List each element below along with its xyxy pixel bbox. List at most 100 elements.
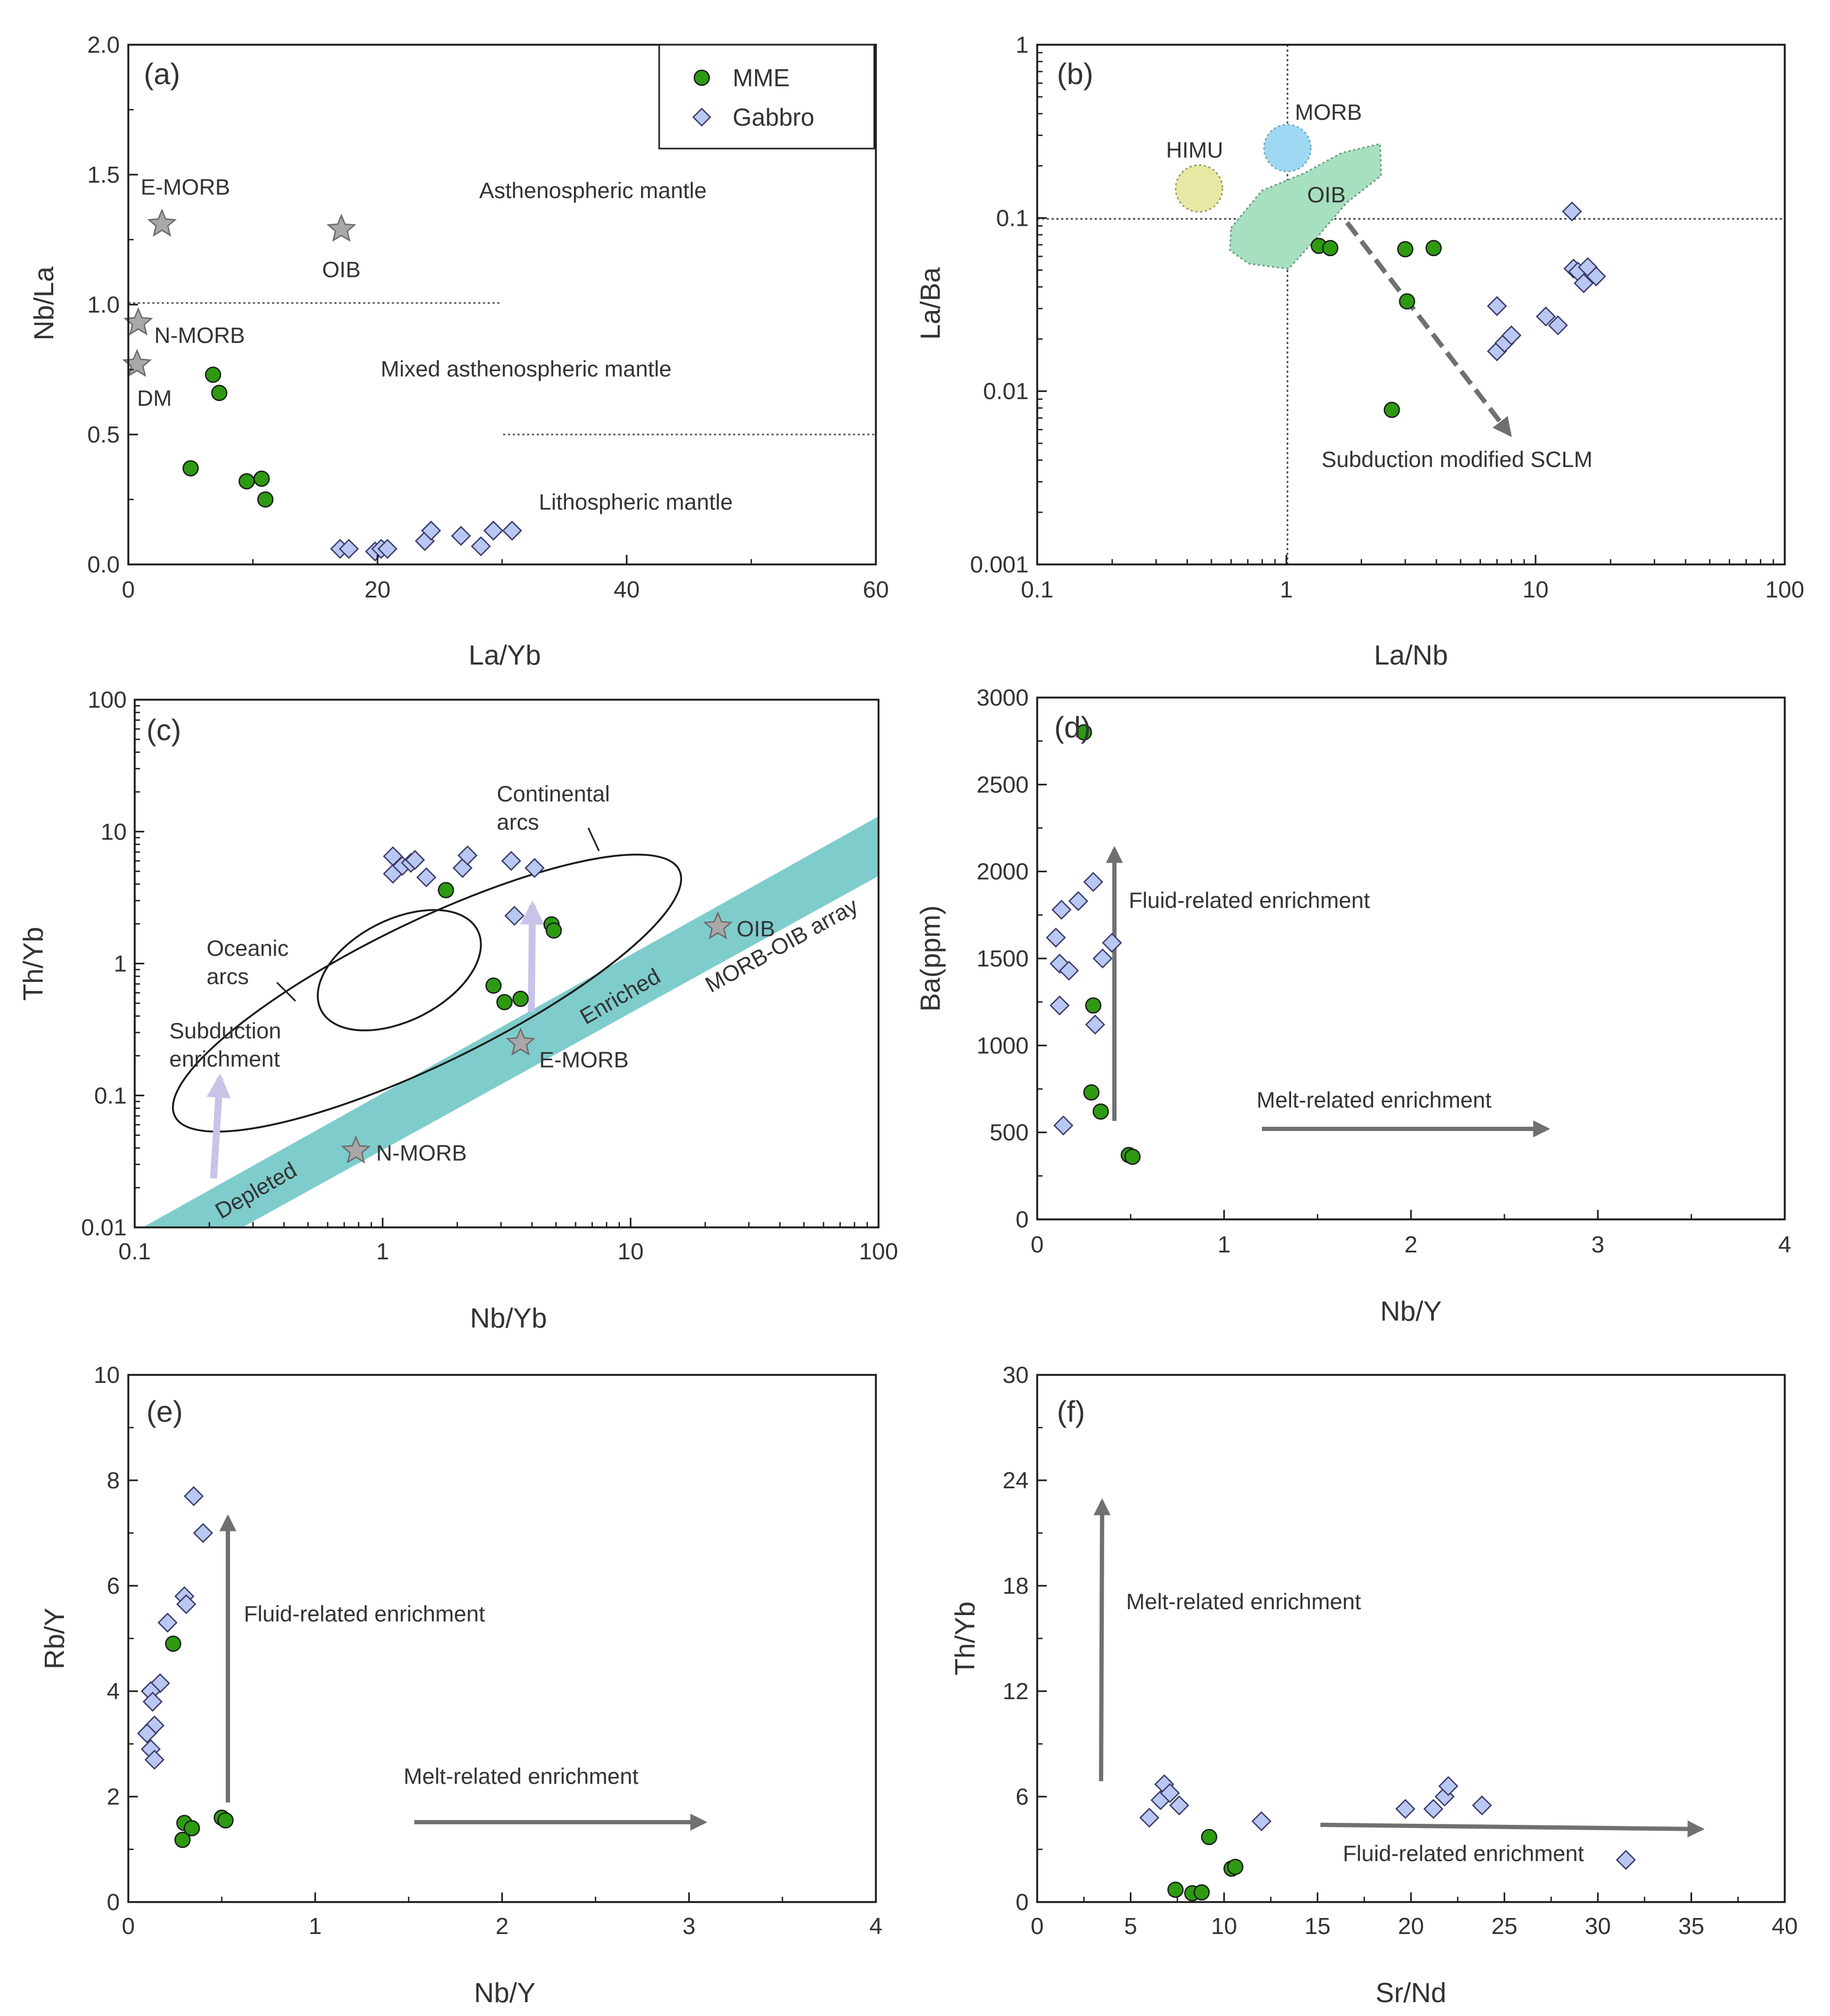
data-point-gabbro: [1487, 296, 1507, 316]
y-tick-label: 1.5: [87, 162, 120, 188]
data-point-gabbro: [502, 520, 522, 541]
data-point-gabbro: [1423, 1799, 1443, 1819]
panel-d: Fluid-related enrichment Melt-related en…: [915, 685, 1791, 1327]
x-tick-label: 2: [496, 1913, 508, 1939]
data-point-mme: [204, 366, 221, 383]
y-tick-label: 0.1: [996, 205, 1029, 231]
data-point-gabbro: [1536, 306, 1556, 327]
label-melt-related-enrichment-d: Melt-related enrichment: [1257, 1087, 1492, 1112]
data-point-mme: [545, 922, 562, 939]
label-oib-field: OIB: [1307, 182, 1345, 207]
continental-arcs-field: [172, 854, 682, 1133]
data-point-gabbro: [1051, 899, 1072, 920]
x-tick-label: 20: [1398, 1913, 1424, 1939]
data-point-gabbro: [339, 538, 359, 559]
reference-label: DM: [137, 386, 171, 411]
morb-oib-array-band: [143, 816, 879, 1227]
data-point-gabbro: [137, 1723, 157, 1743]
data-point-mme: [1193, 1884, 1210, 1901]
x-tick-label: 3: [683, 1913, 695, 1939]
himu-field: [1175, 164, 1224, 213]
legend-mme-marker: [693, 69, 710, 86]
data-point-mme: [257, 491, 274, 508]
data-point-gabbro: [504, 906, 524, 926]
data-point-gabbro: [1395, 1799, 1416, 1819]
reference-star-n-morb: [341, 1135, 371, 1164]
x-tick-label: 10: [1523, 577, 1549, 603]
data-point-gabbro: [184, 1486, 204, 1506]
data-point-gabbro: [1058, 961, 1079, 981]
y-tick-label: 1: [1016, 32, 1029, 58]
data-point-mme: [1124, 1149, 1141, 1165]
y-tick-label: 4: [107, 1678, 120, 1704]
x-tick-label: 0: [122, 1913, 135, 1939]
y-axis-label: Th/Yb: [950, 1602, 981, 1676]
data-point-gabbro: [1102, 932, 1122, 953]
y-axis-label: La/Ba: [915, 267, 946, 340]
data-point-mme: [211, 384, 228, 401]
data-point-gabbro: [1085, 1014, 1105, 1035]
panel-label-e: (e): [146, 1395, 183, 1428]
y-tick-label: 0: [107, 1889, 120, 1915]
legend-mme-label: MME: [733, 64, 790, 92]
y-tick-label: 6: [107, 1573, 120, 1599]
data-point-mme: [1397, 241, 1414, 258]
reference-label: N-MORB: [154, 323, 245, 348]
x-tick-label: 60: [863, 577, 889, 603]
data-point-gabbro: [501, 850, 521, 871]
oceanic-arcs-field: [317, 909, 482, 1031]
data-point-mme: [217, 1812, 234, 1829]
data-point-mme: [1227, 1858, 1244, 1875]
vertical-trend-arrow: [520, 900, 545, 1012]
x-tick-label: 10: [618, 1239, 644, 1265]
x-tick-label: 0: [1031, 1232, 1044, 1258]
data-point-mme: [512, 990, 529, 1007]
data-point-gabbro: [524, 858, 545, 878]
x-tick-label: 0.1: [118, 1239, 151, 1265]
panel-label-b: (b): [1057, 57, 1093, 91]
data-point-mme: [485, 977, 502, 994]
y-tick-label: 500: [990, 1120, 1029, 1146]
subduction-enrichment-arrow: [206, 1073, 231, 1179]
legend: MME Gabbro: [658, 44, 875, 150]
data-point-gabbro: [157, 1612, 178, 1633]
data-point-gabbro: [1068, 891, 1088, 911]
y-tick-label: 12: [1003, 1678, 1029, 1704]
data-point-mme: [184, 1820, 200, 1837]
y-axis-label: Th/Yb: [18, 927, 49, 1001]
melt-enrichment-arrow: [1093, 1498, 1111, 1782]
data-point-mme: [174, 1831, 191, 1848]
data-point-mme: [1383, 401, 1400, 419]
data-point-gabbro: [421, 520, 441, 541]
subduction-trend-arrow: [1345, 221, 1512, 437]
x-axis-label: La/Nb: [1374, 640, 1448, 671]
label-subduction-modified-sclm: Subduction modified SCLM: [1322, 447, 1593, 472]
data-point-mme: [253, 470, 270, 487]
y-tick-label: 0: [1016, 1207, 1029, 1233]
y-tick-label: 30: [1003, 1362, 1029, 1388]
panel-e: Fluid-related enrichment Melt-related en…: [39, 1362, 882, 2009]
data-point-gabbro: [1562, 201, 1582, 222]
label-fluid-related-enrichment-d: Fluid-related enrichment: [1129, 888, 1370, 913]
y-tick-label: 1.0: [87, 292, 120, 318]
x-tick-label: 100: [859, 1239, 898, 1265]
panel-label-d: (d): [1054, 710, 1090, 744]
x-tick-label: 25: [1491, 1913, 1517, 1939]
data-point-mme: [1083, 1084, 1100, 1101]
panel-label-f: (f): [1057, 1395, 1085, 1428]
x-tick-label: 0.1: [1021, 577, 1053, 603]
y-tick-label: 6: [1016, 1784, 1029, 1810]
data-point-mme: [1425, 240, 1442, 257]
legend-gabbro-marker: [692, 108, 711, 127]
data-point-gabbro: [1615, 1850, 1636, 1870]
data-point-gabbro: [1472, 1795, 1492, 1816]
legend-box: [658, 44, 875, 150]
data-point-mme: [1399, 293, 1415, 310]
data-point-mme: [1322, 240, 1339, 257]
data-point-gabbro: [416, 867, 437, 888]
label-lithospheric-mantle: Lithospheric mantle: [539, 489, 733, 514]
label-himu: HIMU: [1166, 137, 1223, 162]
plot-frame: [1036, 44, 1786, 566]
y-tick-label: 0: [1016, 1889, 1029, 1915]
x-tick-label: 1: [1280, 577, 1293, 603]
